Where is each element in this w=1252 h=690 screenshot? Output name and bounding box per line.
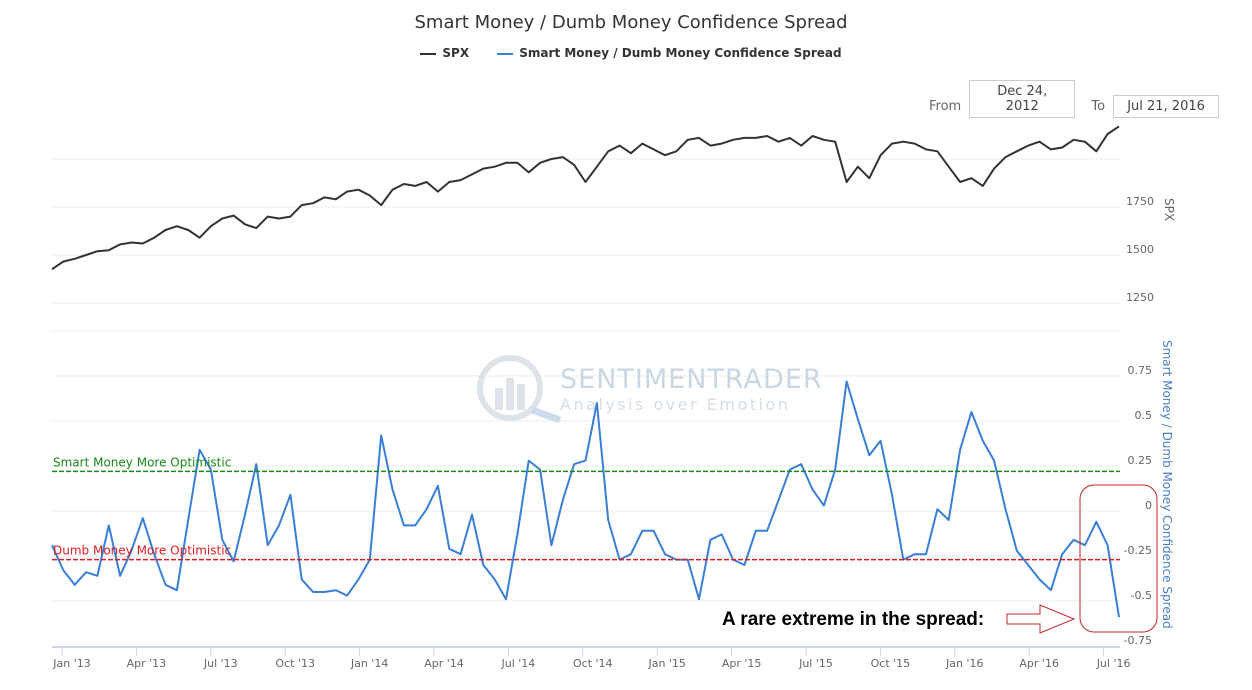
x-tick-label: Jul '15 xyxy=(798,657,833,670)
chart-title: Smart Money / Dumb Money Confidence Spre… xyxy=(414,12,848,33)
legend-item-spread[interactable]: Smart Money / Dumb Money Confidence Spre… xyxy=(497,46,842,60)
x-tick-label: Jan '13 xyxy=(52,657,90,670)
x-tick-label: Oct '14 xyxy=(573,657,613,670)
x-tick-label: Apr '14 xyxy=(424,657,464,670)
legend: SPX Smart Money / Dumb Money Confidence … xyxy=(0,46,1252,60)
watermark-tagline: Analysis over Emotion xyxy=(560,395,791,414)
legend-item-spx[interactable]: SPX xyxy=(420,46,469,60)
legend-swatch-spread xyxy=(497,52,514,55)
y-tick-label-spread: 0.75 xyxy=(1128,364,1153,377)
x-tick-label: Jan '14 xyxy=(350,657,388,670)
y-tick-label-spx: 1750 xyxy=(1126,195,1154,208)
watermark-logo-icon xyxy=(477,355,562,424)
watermark-brand: SENTIMENTRADER xyxy=(560,364,823,395)
date-range: From Dec 24, 2012 To Jul 21, 2016 xyxy=(929,80,1220,118)
x-tick-label: Apr '15 xyxy=(722,657,762,670)
spread-line xyxy=(51,380,1120,618)
x-tick-label: Oct '13 xyxy=(275,657,315,670)
y-tick-label-spread: -0.75 xyxy=(1124,634,1152,647)
x-tick-label: Jul '16 xyxy=(1096,657,1131,670)
to-label: To xyxy=(1091,99,1106,114)
x-tick-label: Jan '16 xyxy=(945,657,983,670)
legend-label: Smart Money / Dumb Money Confidence Spre… xyxy=(519,46,842,60)
from-date-input[interactable]: Dec 24, 2012 xyxy=(969,80,1076,118)
x-tick-label: Apr '13 xyxy=(127,657,167,670)
x-tick-label: Jul '13 xyxy=(203,657,238,670)
annotation-text: A rare extreme in the spread: xyxy=(722,609,985,630)
x-tick-label: Jan '15 xyxy=(647,657,685,670)
spx-axis-title: SPX xyxy=(1162,198,1176,221)
spread-axis-title: Smart Money / Dumb Money Confidence Spre… xyxy=(1160,340,1174,629)
to-date-input[interactable]: Jul 21, 2016 xyxy=(1113,95,1220,118)
dumb-money-label: Dumb Money More Optimistic xyxy=(53,544,231,558)
y-tick-label-spread: 0.5 xyxy=(1135,409,1153,422)
y-tick-label-spread: 0.25 xyxy=(1128,454,1153,467)
y-tick-label-spread: -0.25 xyxy=(1124,544,1152,557)
highlight-box xyxy=(1079,484,1158,633)
legend-swatch-spx xyxy=(420,52,437,55)
y-tick-label-spread: -0.5 xyxy=(1131,589,1152,602)
x-tick-label: Jul '14 xyxy=(501,657,536,670)
arrow-right-icon xyxy=(1006,604,1076,634)
legend-label: SPX xyxy=(442,46,470,60)
y-tick-label-spx: 1500 xyxy=(1126,243,1154,256)
from-label: From xyxy=(929,99,962,114)
y-tick-label-spread: 0 xyxy=(1145,499,1152,512)
smart-money-label: Smart Money More Optimistic xyxy=(53,455,231,469)
x-tick-label: Oct '15 xyxy=(871,657,911,670)
x-tick-label: Apr '16 xyxy=(1019,657,1059,670)
y-tick-label-spx: 1250 xyxy=(1126,291,1154,304)
spx-line xyxy=(51,125,1120,271)
